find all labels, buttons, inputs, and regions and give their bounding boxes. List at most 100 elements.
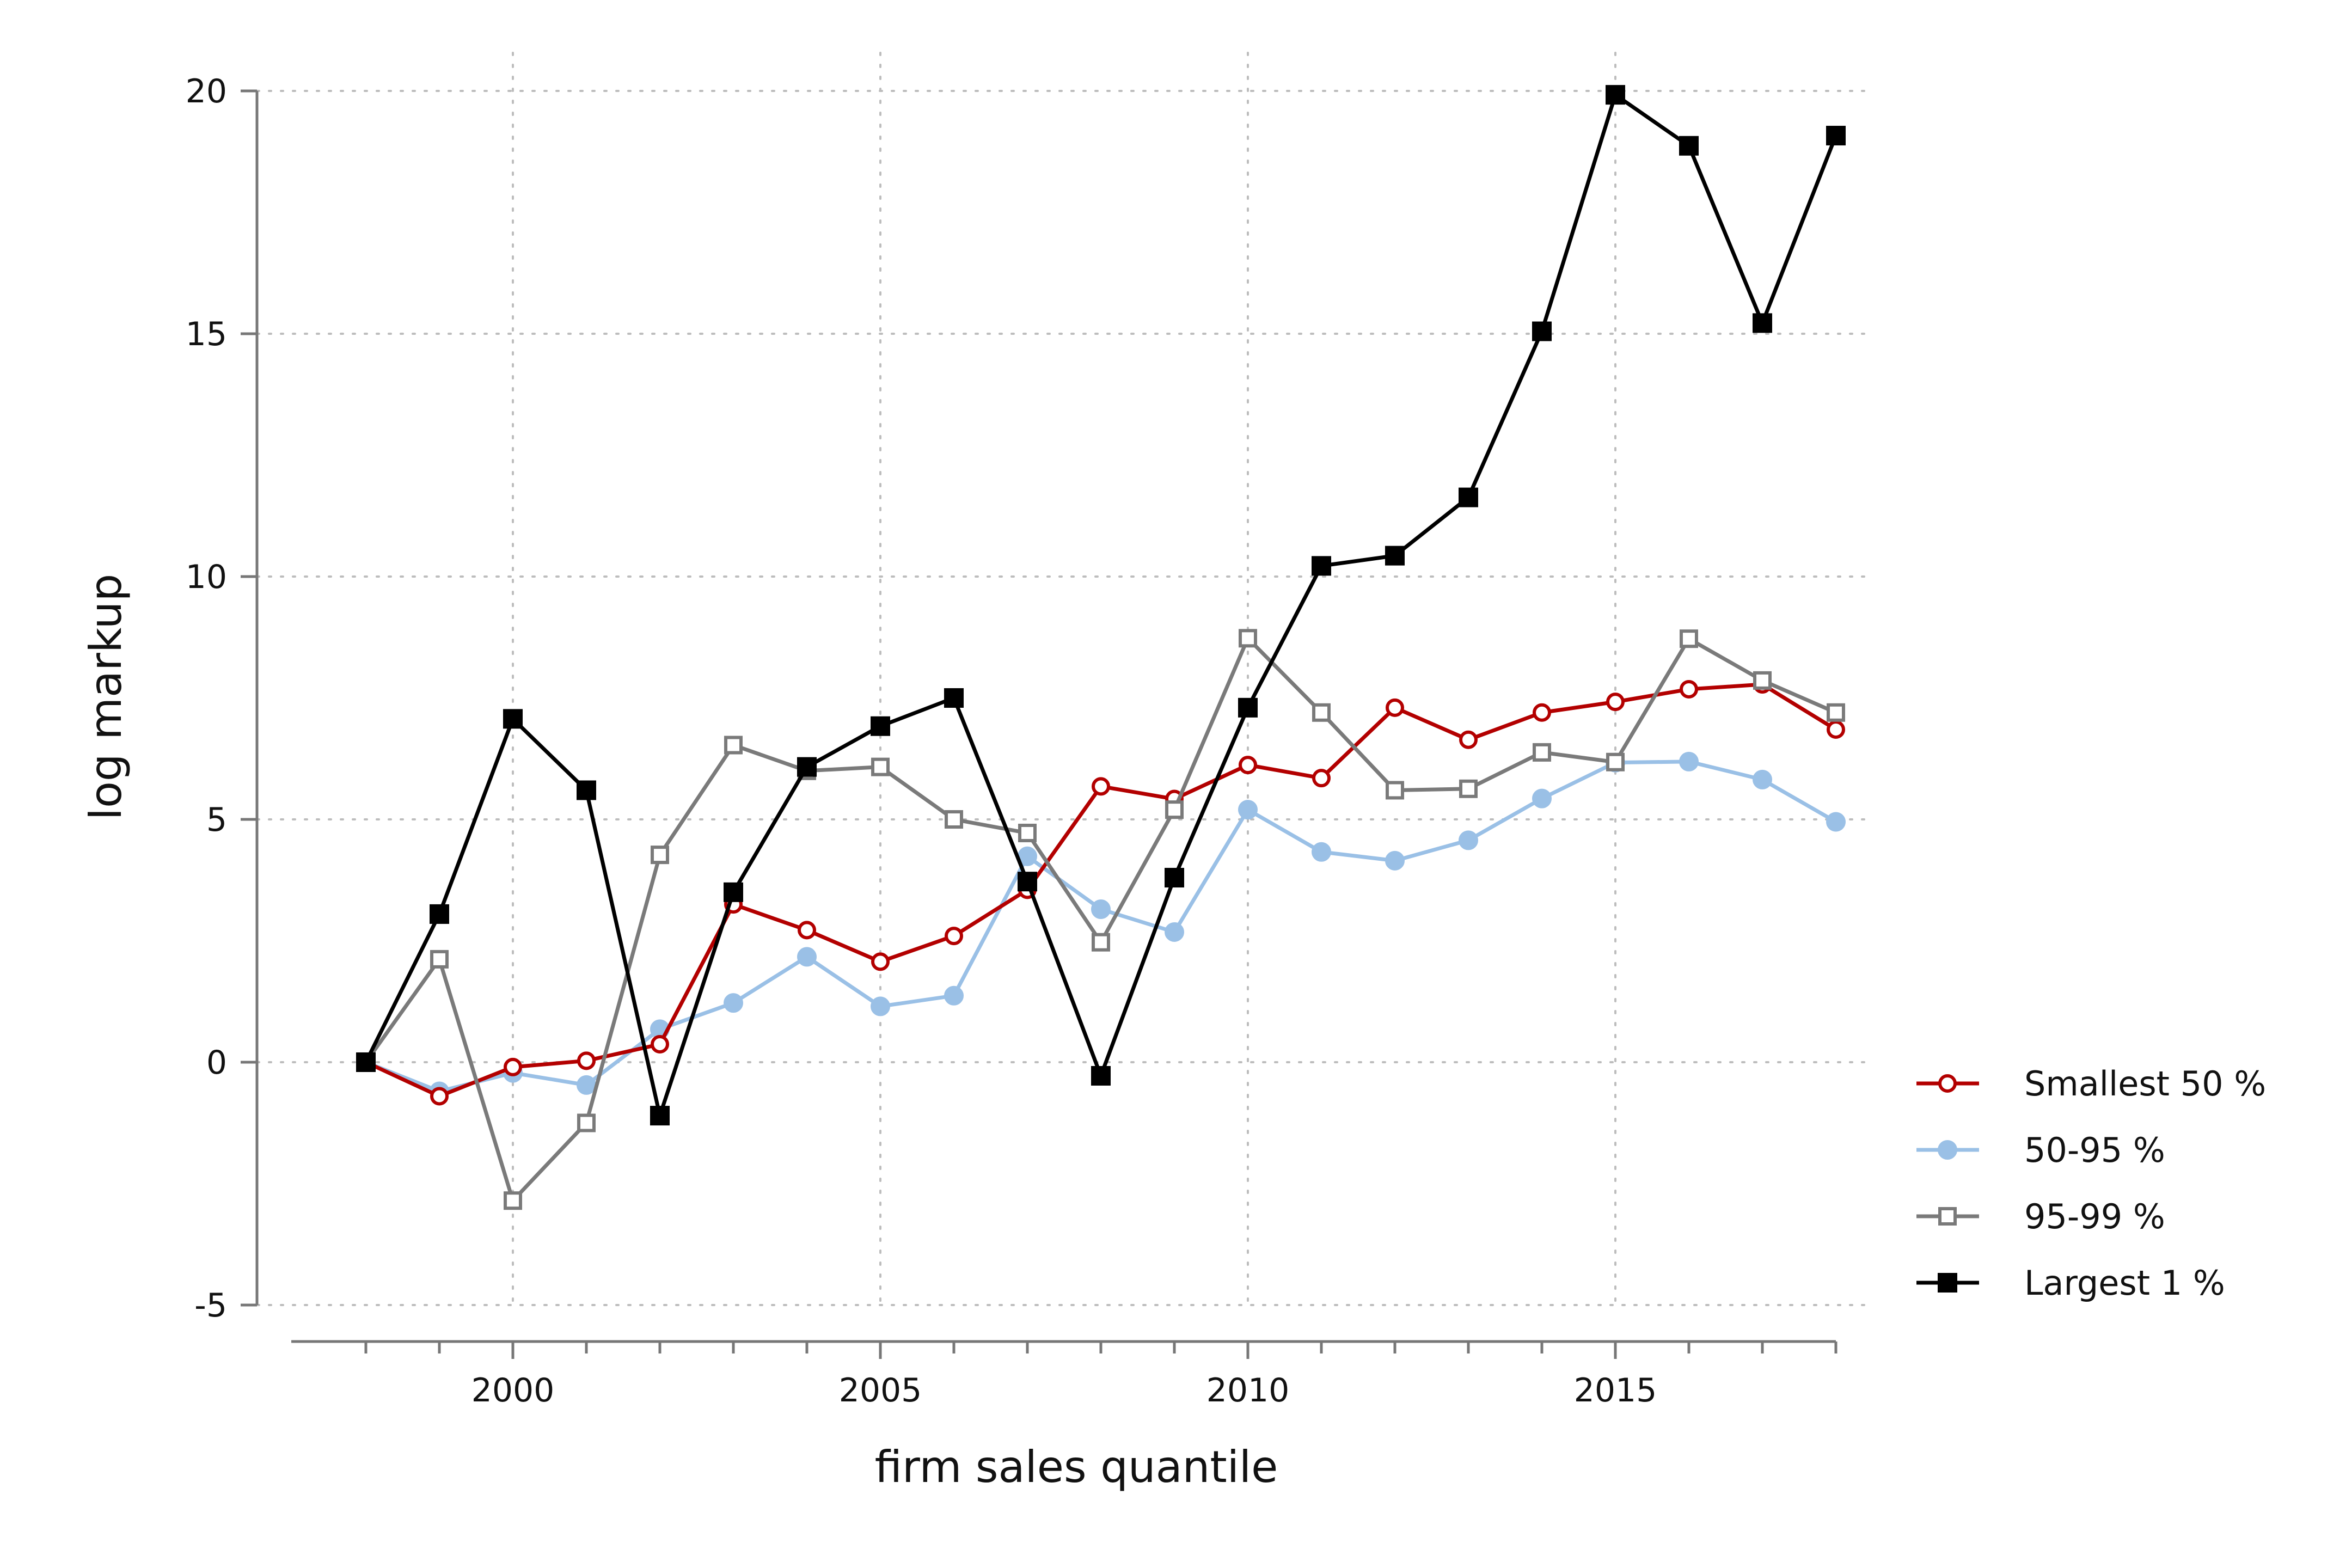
data-point: [944, 688, 964, 708]
data-point: [724, 882, 743, 902]
data-point: [1753, 769, 1772, 789]
y-tick-label: -5: [194, 1287, 227, 1325]
data-point: [650, 1106, 670, 1126]
y-axis-title: log markup: [81, 574, 131, 820]
data-point: [724, 993, 743, 1013]
data-point: [1753, 671, 1772, 690]
series-lines: [356, 85, 1846, 1210]
x-tick-label: 2010: [1206, 1371, 1290, 1410]
data-point: [724, 736, 743, 755]
legend-marker: [1938, 1207, 1957, 1226]
data-point: [1238, 697, 1258, 718]
data-point: [577, 1051, 596, 1070]
data-point: [1459, 779, 1478, 798]
data-point: [504, 1057, 522, 1076]
series-1: [356, 751, 1846, 1101]
data-point: [871, 757, 890, 776]
legend-marker: [1938, 1273, 1957, 1293]
x-tick-label: 2000: [471, 1371, 555, 1410]
data-point: [1532, 788, 1552, 808]
data-point: [1239, 629, 1257, 648]
data-point: [1827, 720, 1845, 739]
data-point: [651, 846, 669, 865]
data-point: [945, 810, 963, 829]
axes: [255, 91, 1836, 1343]
data-point: [871, 952, 890, 971]
data-point: [1239, 756, 1257, 775]
data-point: [1533, 743, 1551, 762]
data-point: [1532, 321, 1552, 341]
data-point: [503, 709, 523, 729]
series-2: [357, 629, 1845, 1210]
y-axis-ticks: -5 0 5 10 15 20: [186, 72, 257, 1325]
data-point: [1312, 769, 1331, 788]
data-point: [944, 985, 964, 1006]
legend-item: 95-99 %: [1916, 1197, 2165, 1236]
x-axis-title: firm sales quantile: [875, 1442, 1278, 1492]
data-point: [1018, 872, 1037, 892]
legend-label: 50-95 %: [2024, 1130, 2165, 1170]
data-point: [1606, 85, 1625, 105]
data-point: [1386, 698, 1404, 717]
data-point: [577, 780, 596, 800]
x-tick-label: 2005: [839, 1371, 922, 1410]
data-point: [1092, 933, 1110, 952]
data-point: [1091, 899, 1111, 920]
data-point: [1753, 313, 1772, 333]
x-axis-ticks: 2000 2005 2010 2015: [364, 1342, 1837, 1410]
y-tick-label: 10: [186, 558, 227, 596]
data-point: [1680, 629, 1698, 648]
data-point: [430, 904, 449, 924]
data-point: [1385, 850, 1405, 871]
legend-item: Smallest 50 %: [1916, 1064, 2266, 1104]
data-point: [1680, 679, 1698, 699]
data-point: [1238, 800, 1258, 820]
legend-marker: [1938, 1074, 1957, 1093]
data-point: [1386, 781, 1404, 800]
data-point: [1826, 126, 1846, 146]
data-point: [1459, 730, 1478, 749]
grid: [256, 52, 1869, 1306]
data-point: [1827, 703, 1845, 722]
data-point: [577, 1113, 596, 1132]
data-point: [1092, 777, 1110, 796]
x-tick-label: 2015: [1574, 1371, 1657, 1410]
data-point: [1091, 1065, 1111, 1086]
legend-label: Largest 1 %: [2024, 1263, 2225, 1303]
data-point: [1165, 922, 1184, 942]
data-point: [1312, 842, 1331, 862]
y-tick-label: 15: [186, 315, 227, 353]
data-point: [1826, 812, 1846, 832]
legend-label: Smallest 50 %: [2024, 1064, 2266, 1104]
legend: Smallest 50 % 50-95 % 95-99 % Largest 1 %: [1916, 1064, 2266, 1303]
data-point: [1312, 556, 1331, 576]
series-3: [356, 85, 1846, 1126]
data-point: [1606, 752, 1625, 771]
legend-item: Largest 1 %: [1916, 1263, 2225, 1303]
data-point: [1385, 546, 1405, 566]
data-point: [430, 950, 449, 969]
series-0: [357, 675, 1845, 1106]
data-point: [1165, 868, 1184, 888]
data-point: [1165, 800, 1184, 819]
data-point: [797, 947, 817, 967]
data-point: [1018, 823, 1037, 842]
data-point: [871, 716, 890, 736]
data-point: [1312, 703, 1331, 722]
legend-label: 95-99 %: [2024, 1197, 2165, 1236]
data-point: [577, 1075, 596, 1095]
data-point: [651, 1034, 669, 1054]
legend-item: 50-95 %: [1916, 1130, 2165, 1170]
data-point: [1679, 136, 1699, 156]
y-tick-label: 5: [206, 801, 227, 839]
data-point: [797, 757, 817, 777]
data-point: [504, 1191, 522, 1210]
data-point: [871, 996, 890, 1016]
data-point: [798, 921, 816, 940]
y-tick-label: 20: [186, 72, 227, 111]
data-point: [945, 927, 963, 946]
data-point: [1606, 693, 1625, 712]
data-point: [1533, 703, 1551, 722]
data-point: [356, 1052, 376, 1072]
